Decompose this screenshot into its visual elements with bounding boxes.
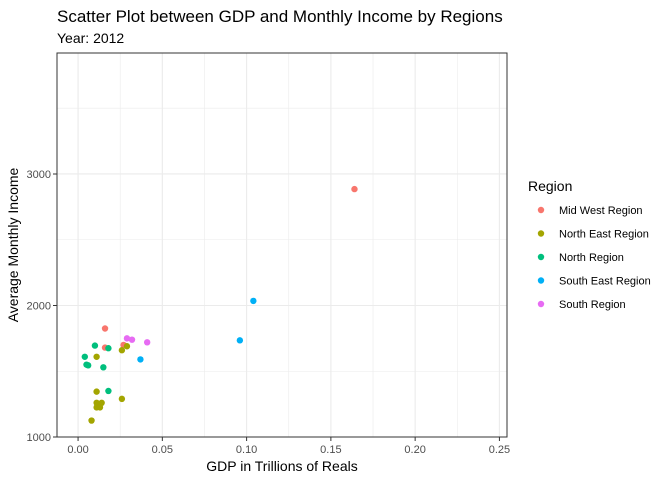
x-tick-label: 0.15 <box>320 444 341 456</box>
x-axis-title: GDP in Trillions of Reals <box>206 458 357 474</box>
legend-label-south-region: South Region <box>559 299 626 311</box>
point-north-east-region <box>118 347 126 354</box>
plot-background <box>57 53 507 437</box>
x-tick-label: 0.10 <box>236 444 257 456</box>
y-axis-title: Average Monthly Income <box>5 167 21 322</box>
point-south-east-region <box>250 297 257 305</box>
point-north-east-region <box>93 399 100 407</box>
y-tick-label: 3000 <box>27 169 51 181</box>
legend-key-north-east-region <box>537 230 545 237</box>
point-north-region <box>105 345 112 352</box>
axes: 0.00 0.05 0.10 0.15 0.20 0.25 1000 2000 3000 <box>27 52 510 456</box>
legend-label-north-region: North Region <box>559 252 624 264</box>
point-south-region <box>128 336 136 343</box>
legend-title: Region <box>528 178 572 194</box>
legend-key-north-region <box>537 253 545 261</box>
point-north-east-region <box>118 395 126 403</box>
point-south-east-region <box>137 356 144 363</box>
point-north-east-region <box>123 343 131 350</box>
x-tick-label: 0.00 <box>67 444 88 456</box>
legend-label-south-east-region: South East Region <box>559 276 651 288</box>
y-tick-label: 2000 <box>27 300 51 312</box>
point-north-region <box>105 387 112 395</box>
legend-key-south-region <box>537 300 545 308</box>
gridlines <box>57 53 507 438</box>
point-north-region <box>81 353 89 360</box>
chart-title: Scatter Plot between GDP and Monthly Inc… <box>57 7 503 26</box>
point-north-east-region <box>93 353 100 360</box>
legend-key-south-east-region <box>537 277 545 284</box>
panel-border <box>56 52 508 438</box>
x-tick-label: 0.25 <box>489 444 510 456</box>
point-south-region <box>143 339 151 346</box>
point-south-east-region <box>236 337 244 344</box>
x-tick-label: 0.05 <box>152 444 173 456</box>
point-north-region <box>100 364 107 371</box>
point-north-east-region <box>93 388 100 395</box>
point-mid-west-region <box>351 185 358 193</box>
legend: Region Mid West Region North East Region N… <box>528 178 651 311</box>
data-points <box>81 185 358 424</box>
legend-label-mid-west-region: Mid West Region <box>559 205 643 217</box>
chart-subtitle: Year: 2012 <box>57 30 124 46</box>
y-tick-label: 1000 <box>27 432 51 444</box>
point-mid-west-region <box>101 325 109 332</box>
point-north-region <box>84 362 92 369</box>
legend-label-north-east-region: North East Region <box>559 229 649 241</box>
legend-key-mid-west-region <box>537 206 545 214</box>
point-north-east-region <box>96 404 104 411</box>
x-tick-label: 0.20 <box>404 444 425 456</box>
point-north-region <box>91 342 99 349</box>
point-south-region <box>123 335 131 342</box>
plot-area <box>57 53 507 437</box>
point-north-east-region <box>88 417 95 424</box>
